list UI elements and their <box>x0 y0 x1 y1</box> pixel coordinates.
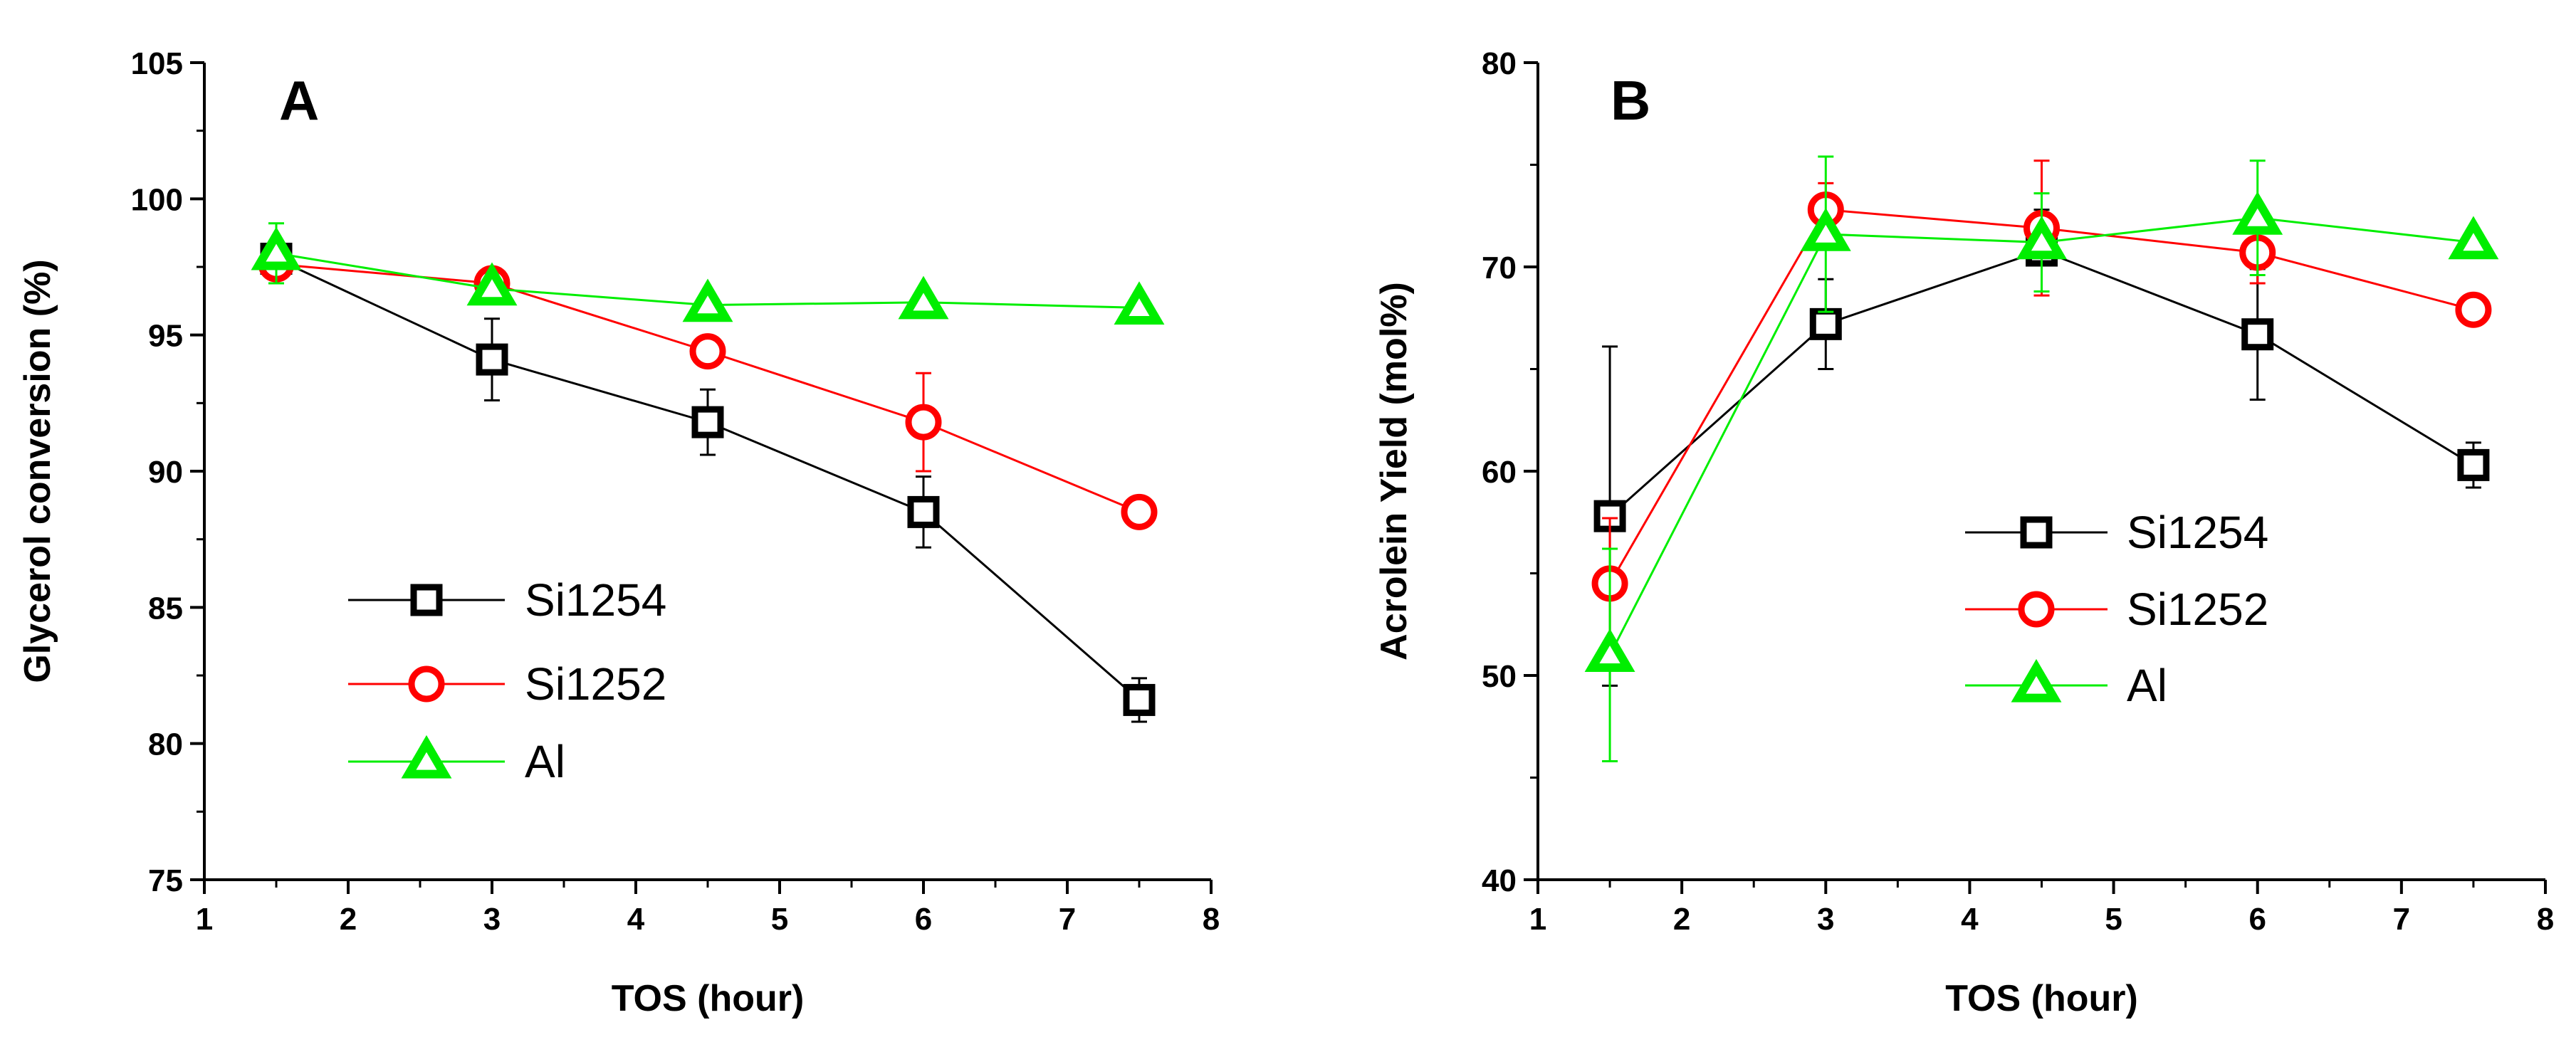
x-tick-label: 6 <box>2248 902 2266 937</box>
data-point-triangle <box>1800 207 1851 251</box>
x-tick-label: 4 <box>1961 902 1979 937</box>
legend-entry-si1254: Si1254 <box>348 574 666 626</box>
x-tick-label: 3 <box>1817 902 1834 937</box>
x-tick-label: 5 <box>771 902 788 937</box>
data-point-triangle <box>2448 216 2499 260</box>
data-point-triangle <box>466 262 518 306</box>
y-tick-label: 80 <box>1482 46 1517 81</box>
x-tick-label: 7 <box>1059 902 1076 937</box>
legend-marker-square <box>2020 516 2053 549</box>
x-tick-label: 2 <box>1673 902 1690 937</box>
legend-entry-al: Al <box>348 735 565 787</box>
y-tick-label: 105 <box>131 46 183 81</box>
legend-label: Si1252 <box>2127 584 2268 635</box>
y-tick-label: 60 <box>1482 455 1517 490</box>
y-axis-title: Glycerol conversion (%) <box>17 259 58 683</box>
legend-marker-square <box>410 584 443 616</box>
y-tick-label: 50 <box>1482 659 1517 694</box>
y-tick-label: 90 <box>148 455 183 490</box>
data-point-triangle <box>1114 281 1165 325</box>
legend-marker-triangle <box>401 735 452 779</box>
x-axis-title: TOS (hour) <box>612 978 805 1019</box>
x-tick-label: 8 <box>2537 902 2554 937</box>
data-point-square <box>1123 683 1156 716</box>
data-point-square <box>2457 448 2490 481</box>
legend-label: Si1252 <box>525 658 666 710</box>
legend-marker-circle <box>408 665 445 703</box>
data-point-circle <box>905 404 942 441</box>
data-point-triangle <box>1584 628 1635 672</box>
panel-letter: B <box>1611 69 1650 132</box>
x-tick-label: 1 <box>1529 902 1546 937</box>
legend-marker-circle <box>2018 591 2055 628</box>
data-point-triangle <box>682 278 733 322</box>
x-tick-label: 4 <box>627 902 645 937</box>
series-line <box>276 258 1140 701</box>
data-point-square <box>691 406 724 438</box>
legend-label: Al <box>525 736 565 787</box>
data-point-triangle <box>251 226 302 270</box>
data-point-square <box>907 495 940 528</box>
data-point-square <box>2241 318 2274 351</box>
series-al <box>1584 155 2499 763</box>
legend-label: Si1254 <box>2127 507 2268 558</box>
y-tick-label: 70 <box>1482 251 1517 285</box>
x-tick-label: 7 <box>2393 902 2410 937</box>
data-point-triangle <box>2232 191 2283 235</box>
legend-entry-si1254: Si1254 <box>1965 507 2268 558</box>
data-point-square <box>476 343 508 376</box>
x-axis-title: TOS (hour) <box>1945 978 2138 1019</box>
chart-panel-b: 1 2 3 4 5 6 7 8 40 50 60 70 80 TOS (hour) Acrolein Yie… <box>1373 46 2554 1019</box>
chart-panel-a: 1 2 3 4 5 6 7 8 75 80 85 90 95 100 105 TOS (hour) Glycer… <box>17 46 1220 1019</box>
legend-label: Si1254 <box>525 574 666 626</box>
data-point-triangle <box>2016 216 2067 260</box>
y-axis-title: Acrolein Yield (mol%) <box>1373 282 1415 661</box>
legend-entry-si1252: Si1252 <box>1965 584 2268 635</box>
y-tick-label: 95 <box>148 319 183 354</box>
data-point-circle <box>1121 493 1158 530</box>
y-tick-label: 40 <box>1482 863 1517 898</box>
panel-letter: A <box>279 69 319 132</box>
legend-entry-si1252: Si1252 <box>348 658 666 710</box>
data-point-square <box>1809 307 1842 340</box>
x-tick-label: 1 <box>196 902 213 937</box>
legend-entry-al: Al <box>1965 658 2167 711</box>
legend-label: Al <box>2127 660 2167 711</box>
x-tick-label: 5 <box>2105 902 2122 937</box>
x-tick-label: 8 <box>1203 902 1220 937</box>
y-tick-label: 80 <box>148 727 183 762</box>
legend-marker-triangle <box>2011 658 2062 703</box>
series-al <box>251 222 1165 325</box>
x-tick-label: 3 <box>483 902 501 937</box>
data-point-triangle <box>898 275 949 320</box>
data-point-circle <box>689 333 726 370</box>
x-tick-label: 6 <box>915 902 932 937</box>
y-tick-label: 85 <box>148 591 183 626</box>
y-tick-label: 100 <box>131 182 183 217</box>
x-tick-label: 2 <box>340 902 357 937</box>
data-point-circle <box>2455 291 2492 328</box>
y-tick-label: 75 <box>148 863 183 898</box>
